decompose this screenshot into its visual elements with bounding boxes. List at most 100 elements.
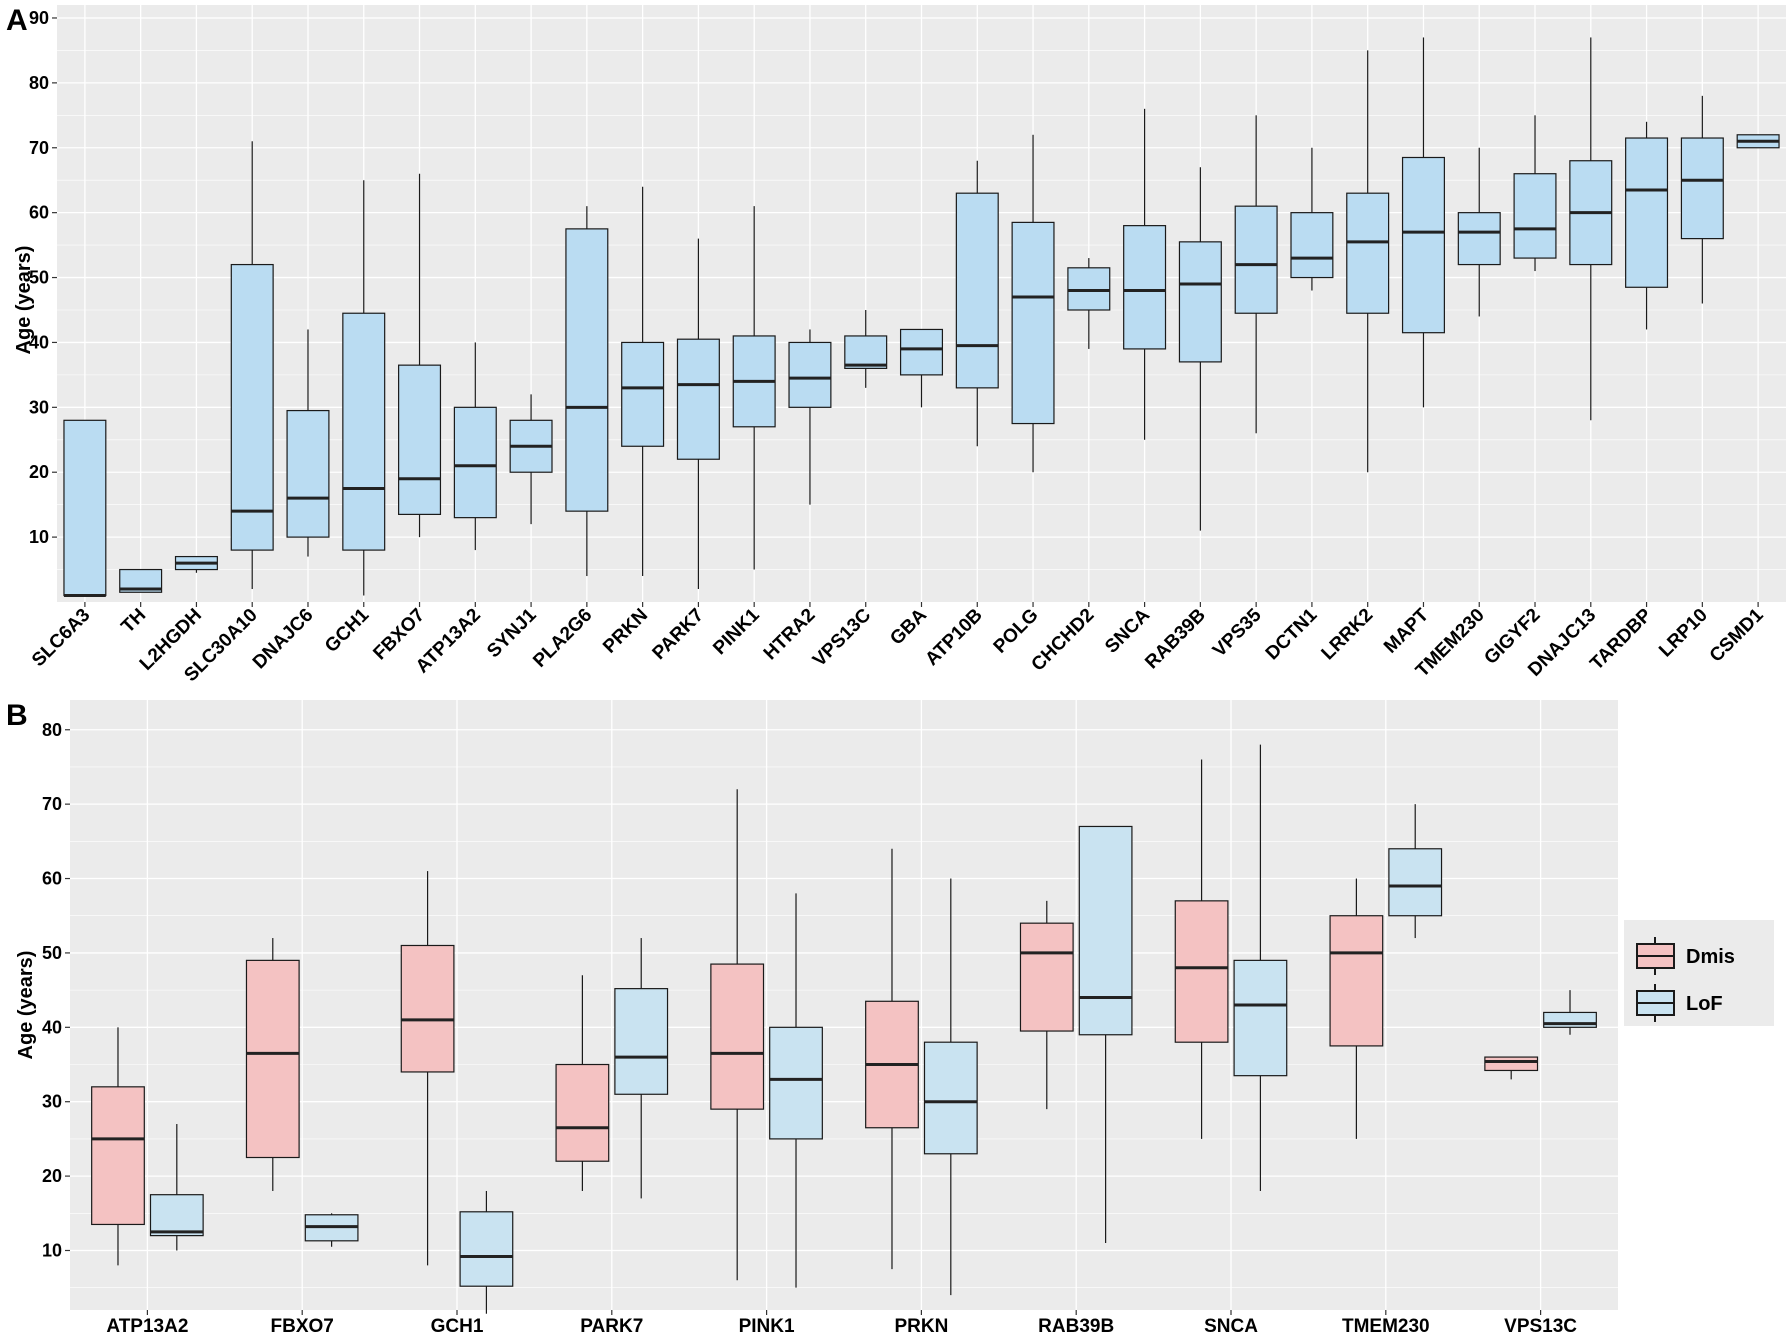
panel-b-y-tick-label: 20 bbox=[42, 1166, 62, 1186]
panel-a-box-rab39b bbox=[1178, 167, 1222, 531]
panel-b-box-dmis-gch1 bbox=[400, 871, 455, 1266]
panel-a-box-atp10b bbox=[955, 160, 999, 447]
panel-b-box-dmis-park7-iqr bbox=[555, 1063, 610, 1162]
panel-a-box-pla2g6-iqr bbox=[565, 228, 609, 512]
panel-b-box-lof-prkn bbox=[923, 878, 978, 1296]
panel-a-box-dctn1 bbox=[1290, 147, 1334, 291]
panel-b-box-lof-pink1 bbox=[769, 893, 823, 1288]
panel-a-box-tmem230 bbox=[1457, 147, 1501, 317]
panel-a-y-axis-title: Age (years) bbox=[13, 246, 35, 355]
panel-a-box-pink1 bbox=[732, 206, 776, 570]
panel-a-box-mapt bbox=[1401, 37, 1445, 408]
panel-b-box-dmis-vps13c-iqr bbox=[1484, 1056, 1539, 1072]
panel-b-x-tick-label: RAB39B bbox=[1038, 1316, 1114, 1335]
panel-a-box-vps13c-iqr bbox=[844, 335, 888, 369]
panel-a-x-tick-label: DCTN1 bbox=[1262, 604, 1322, 664]
panel-a-box-vps35-iqr bbox=[1234, 205, 1278, 314]
panel-b-box-lof-snca bbox=[1233, 744, 1288, 1191]
panel-a-box-lrrk2-iqr bbox=[1346, 192, 1390, 314]
panel-b-x-tick-label: PINK1 bbox=[739, 1316, 795, 1335]
panel-b-boxes bbox=[91, 744, 1597, 1314]
panel-a-y-ticks: 10 20 30 40 50 60 70 80 90 bbox=[29, 8, 57, 547]
panel-a-box-pla2g6 bbox=[565, 206, 609, 577]
panel-b-box-lof-fbxo7 bbox=[304, 1213, 359, 1247]
panel-a-box-atp13a2 bbox=[453, 342, 497, 551]
panel-a-x-tick-label: TARDBP bbox=[1586, 604, 1656, 674]
panel-a-y-tick-label: 20 bbox=[29, 462, 49, 482]
panel-a-box-th bbox=[119, 568, 163, 593]
panel-a-box-snca-iqr bbox=[1123, 225, 1167, 350]
panel-a-y-tick-label: 30 bbox=[29, 397, 49, 417]
panel-b-box-dmis-pink1 bbox=[710, 789, 765, 1281]
panel-a-letter: A bbox=[6, 4, 28, 37]
panel-a-box-l2hgdh bbox=[174, 555, 218, 573]
panel-a-x-tick-label: PLA2G6 bbox=[529, 605, 596, 672]
panel-b-box-dmis-snca bbox=[1174, 759, 1229, 1139]
panel-b-x-ticks: ATP13A2 FBXO7 GCH1 PARK7 PINK1 PRKN RAB39B SNCA… bbox=[106, 1310, 1577, 1335]
panel-a-box-park7 bbox=[676, 238, 720, 590]
panel-a-x-tick-label: GBA bbox=[886, 604, 931, 649]
panel-b-box-dmis-tmem230 bbox=[1329, 878, 1384, 1139]
panel-b-x-tick-label: SNCA bbox=[1204, 1316, 1258, 1335]
panel-b-y-ticks: 10 20 30 40 50 60 70 80 bbox=[42, 720, 70, 1260]
panel-b-box-dmis-tmem230-iqr bbox=[1329, 915, 1384, 1047]
panel-a-box-gigyf2-iqr bbox=[1513, 173, 1557, 259]
panel-b-y-tick-label: 70 bbox=[42, 794, 62, 814]
panel-a-x-tick-label: SLC6A3 bbox=[28, 605, 94, 671]
panel-a-x-tick-label: CSMD1 bbox=[1706, 604, 1768, 666]
panel-a-box-htra2 bbox=[788, 329, 832, 505]
panel-b-x-tick-label: VPS13C bbox=[1504, 1316, 1577, 1335]
panel-a-x-tick-label: SNCA bbox=[1101, 604, 1154, 657]
panel-b-x-tick-label: GCH1 bbox=[431, 1316, 484, 1335]
panel-b-box-lof-tmem230 bbox=[1388, 804, 1443, 939]
panel-a-box-snca bbox=[1123, 108, 1167, 440]
panel-a-x-tick-label: GCH1 bbox=[321, 604, 373, 656]
panel-a-box-atp13a2-iqr bbox=[453, 406, 497, 519]
panel-a-box-park7-iqr bbox=[676, 338, 720, 460]
panel-a-x-tick-label: ATP10B bbox=[921, 605, 986, 670]
panel-a-box-polg bbox=[1011, 134, 1055, 473]
panel-b-x-tick-label: ATP13A2 bbox=[106, 1316, 188, 1335]
panel-b-letter: B bbox=[6, 699, 28, 732]
panel-b-y-tick-label: 30 bbox=[42, 1092, 62, 1112]
panel-b-x-tick-label: PARK7 bbox=[580, 1316, 643, 1335]
panel-a-box-atp10b-iqr bbox=[955, 192, 999, 389]
panel-a-box-dnajc6 bbox=[286, 329, 330, 557]
legend-key-dmis bbox=[1636, 937, 1675, 975]
panel-a-box-chchd2-iqr bbox=[1067, 267, 1111, 311]
legend: Dmis LoF bbox=[1624, 920, 1774, 1026]
panel-b-y-tick-label: 50 bbox=[42, 943, 62, 963]
panel-a-box-polg-iqr bbox=[1011, 221, 1055, 425]
panel-a-y-tick-label: 70 bbox=[29, 138, 49, 158]
panel-b-box-lof-rab39b bbox=[1078, 825, 1133, 1244]
panel-b-x-tick-label: PRKN bbox=[894, 1316, 948, 1335]
panel-a-box-lrp10 bbox=[1680, 95, 1724, 304]
panel-a-box-mapt-iqr bbox=[1401, 156, 1445, 334]
panel-a-box-slc30a10 bbox=[230, 141, 274, 590]
panel-a-x-tick-label: TH bbox=[117, 605, 150, 638]
panel-a-box-rab39b-iqr bbox=[1178, 241, 1222, 363]
panel-a-box-csmd1 bbox=[1736, 134, 1780, 149]
panel-b-box-lof-prkn-iqr bbox=[923, 1041, 978, 1155]
panel-a-box-tardbp bbox=[1625, 121, 1669, 330]
legend-key-lof bbox=[1636, 984, 1675, 1022]
panel-a-boxes bbox=[63, 37, 1780, 598]
panel-b-box-dmis-fbxo7-iqr bbox=[245, 959, 300, 1159]
panel-b-box-lof-tmem230-iqr bbox=[1388, 848, 1443, 917]
panel-a-box-fbxo7 bbox=[398, 173, 442, 538]
panel-a-box-slc30a10-iqr bbox=[230, 263, 274, 551]
panel-b-box-dmis-prkn bbox=[865, 848, 919, 1270]
panel-a-box-fbxo7-iqr bbox=[398, 364, 442, 515]
panel-b-y-tick-label: 80 bbox=[42, 720, 62, 740]
panel-a-y-tick-label: 50 bbox=[29, 268, 49, 288]
panel-b-box-dmis-park7 bbox=[555, 975, 610, 1191]
panel-a-y-tick-label: 10 bbox=[29, 527, 49, 547]
panel-a-box-prkn bbox=[621, 186, 665, 577]
panel-a-box-gch1 bbox=[342, 180, 386, 596]
panel-b-box-dmis-rab39b bbox=[1019, 900, 1074, 1110]
panel-b-box-dmis-vps13c bbox=[1484, 1056, 1539, 1080]
panel-a-x-tick-label: DNAJC6 bbox=[249, 605, 318, 674]
panel-a-box-synj1 bbox=[509, 394, 553, 525]
